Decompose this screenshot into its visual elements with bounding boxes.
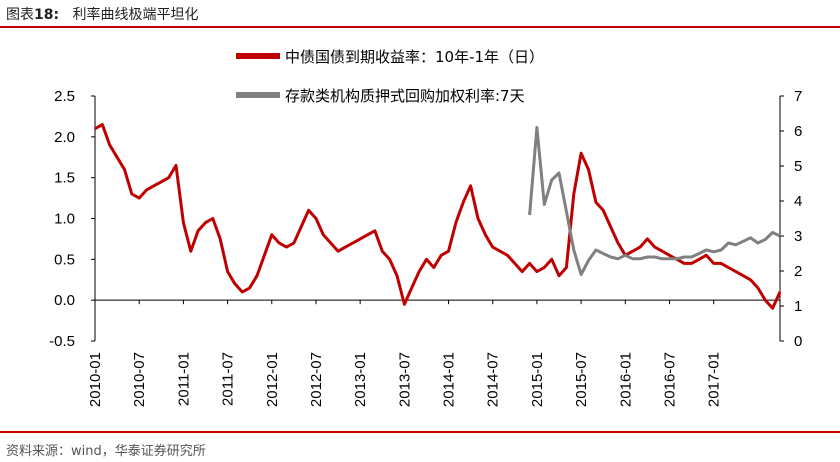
left-tick-label: 2.5 bbox=[54, 88, 75, 105]
right-tick-label: 2 bbox=[794, 263, 802, 280]
left-tick-label: 0.5 bbox=[54, 251, 75, 268]
left-tick-label: 0.0 bbox=[54, 292, 75, 309]
x-tick-label: 2010-01 bbox=[87, 352, 104, 407]
figure-title-text: 利率曲线极端平坦化 bbox=[72, 7, 199, 23]
x-tick-label: 2016-01 bbox=[617, 352, 634, 407]
left-tick-label: 1.5 bbox=[54, 170, 75, 187]
x-tick-label: 2010-07 bbox=[131, 352, 148, 407]
bottom-divider bbox=[0, 431, 840, 433]
left-tick-label: 2.0 bbox=[54, 129, 75, 146]
source-note: 资料来源：wind，华泰证券研究所 bbox=[6, 444, 206, 459]
legend-label: 中债国债到期收益率：10年-1年（日） bbox=[285, 48, 544, 66]
left-tick-label: 1.0 bbox=[54, 211, 75, 228]
figure-title: 图表18: 利率曲线极端平坦化 bbox=[6, 4, 198, 24]
x-tick-label: 2017-01 bbox=[706, 352, 723, 407]
figure-label: 图表 bbox=[6, 7, 34, 23]
right-tick-label: 1 bbox=[794, 298, 802, 315]
x-tick-label: 2013-07 bbox=[396, 352, 413, 407]
series-line-red bbox=[94, 123, 782, 310]
chart-legend: 中债国债到期收益率：10年-1年（日） 存款类机构质押式回购加权利率:7天 bbox=[236, 48, 544, 105]
right-tick-label: 3 bbox=[794, 228, 802, 245]
x-tick-label: 2011-01 bbox=[175, 352, 192, 406]
right-tick-label: 7 bbox=[794, 88, 802, 105]
chart-axes bbox=[91, 95, 784, 342]
right-tick-label: 5 bbox=[794, 158, 802, 175]
figure-number: 18: bbox=[34, 7, 60, 23]
right-tick-label: 0 bbox=[794, 333, 802, 350]
x-tick-label: 2013-01 bbox=[352, 352, 369, 407]
x-tick-label: 2014-07 bbox=[485, 352, 502, 407]
x-tick-label: 2015-01 bbox=[529, 352, 546, 407]
x-tick-label: 2015-07 bbox=[573, 352, 590, 407]
x-tick-label: 2012-07 bbox=[308, 352, 325, 407]
right-tick-label: 4 bbox=[794, 193, 802, 210]
x-tick-label: 2014-01 bbox=[441, 352, 458, 407]
line-chart: 2.5 2.0 1.5 1.0 0.5 0.0 -0.5 7 6 5 4 3 2 1 0 2010-01 201… bbox=[49, 48, 802, 407]
x-tick-label: 2016-07 bbox=[662, 352, 679, 407]
series-line-grey bbox=[528, 126, 781, 276]
top-divider bbox=[0, 26, 840, 28]
legend-label: 存款类机构质押式回购加权利率:7天 bbox=[285, 87, 525, 105]
x-tick-label: 2011-07 bbox=[220, 352, 237, 406]
right-tick-label: 6 bbox=[794, 123, 802, 140]
chart-series bbox=[94, 123, 782, 310]
x-tick-label: 2012-01 bbox=[264, 352, 281, 407]
chart-labels: 2.5 2.0 1.5 1.0 0.5 0.0 -0.5 7 6 5 4 3 2 1 0 2010-01 201… bbox=[49, 88, 802, 407]
left-tick-label: -0.5 bbox=[49, 333, 75, 350]
